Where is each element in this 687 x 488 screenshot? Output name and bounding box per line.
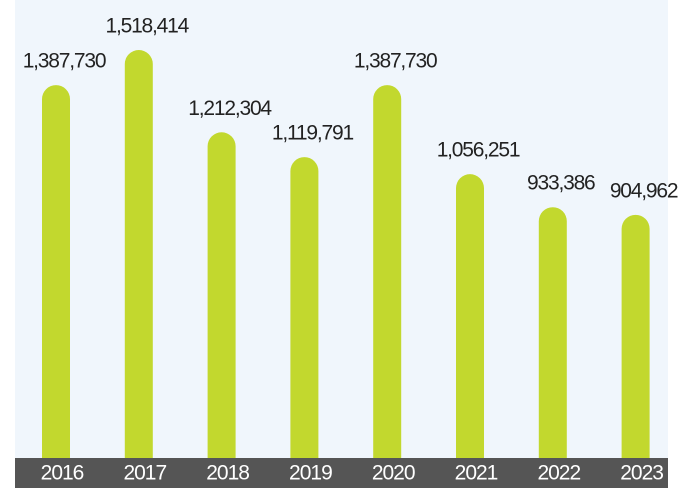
x-tick-label: 2016 (41, 462, 84, 485)
bar (42, 85, 70, 458)
bar (290, 157, 319, 458)
value-label: 1,119,791 (272, 122, 354, 145)
bar (456, 174, 484, 458)
category-strip (15, 458, 668, 488)
x-tick-label: 2023 (620, 462, 663, 485)
value-label: 1,387,730 (23, 50, 106, 73)
value-label: 1,212,304 (188, 97, 272, 120)
bar (207, 132, 236, 458)
value-label: 933,386 (527, 172, 595, 195)
x-tick-label: 2021 (455, 462, 498, 485)
x-tick-label: 2020 (372, 462, 415, 485)
bar (124, 50, 153, 459)
bar (621, 214, 650, 458)
value-label: 1,518,414 (105, 15, 189, 38)
bar (373, 85, 402, 458)
x-tick-label: 2022 (537, 462, 580, 485)
x-tick-label: 2018 (206, 462, 249, 485)
x-tick-label: 2017 (123, 462, 166, 485)
value-label: 904,962 (610, 179, 678, 202)
x-tick-label: 2019 (289, 462, 332, 485)
plot-background (15, 0, 668, 488)
value-label: 1,056,251 (437, 139, 520, 162)
value-label: 1,387,730 (354, 50, 437, 73)
bar (538, 207, 567, 458)
